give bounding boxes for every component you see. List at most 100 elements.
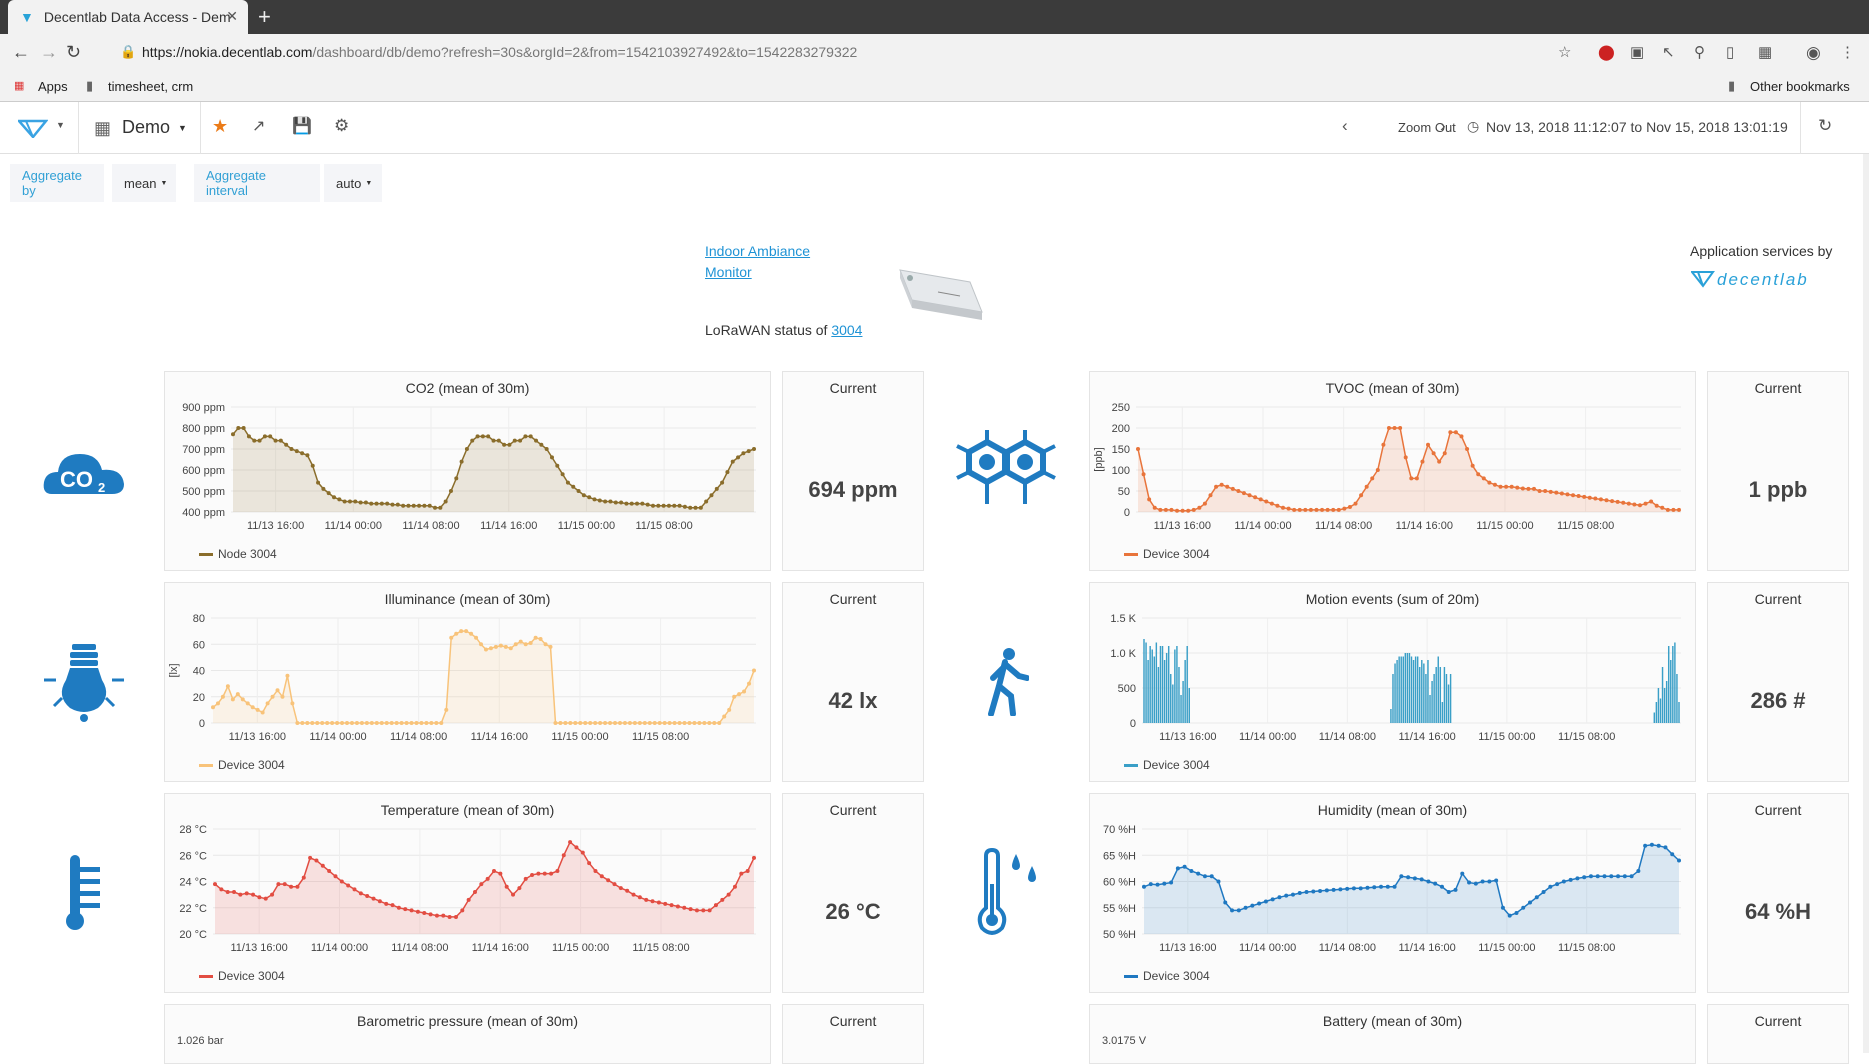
y-tick-label: 20 °C [179, 929, 207, 941]
motion-chart[interactable]: 1.5 K 1.0 K 500 0 11/13 16:00 11/14 00:00 11/1… [1090, 583, 1695, 781]
data-point [385, 721, 389, 725]
bar [1448, 685, 1449, 724]
save-icon[interactable]: 💾 [292, 116, 312, 136]
data-point [332, 495, 336, 499]
x-tick-label: 11/14 08:00 [1319, 942, 1376, 954]
tvoc-chart[interactable]: 250 200 150 100 50 0 [ppb] 11/13 16:00 11/14 00:… [1090, 372, 1695, 570]
dashboard-title[interactable]: Demo [122, 117, 170, 138]
adblock-icon[interactable]: ⬤ [1598, 43, 1615, 61]
data-point [300, 451, 304, 455]
bar [1429, 695, 1430, 723]
data-point [1655, 504, 1659, 508]
monitor-link-line2[interactable]: Monitor [705, 264, 752, 280]
co2-chart[interactable]: 900 ppm 800 ppm 700 ppm 600 ppm 500 ppm 400 p… [165, 372, 770, 570]
temperature-chart[interactable]: 28 °C 26 °C 24 °C 22 °C 20 °C 11/13 16:00 11/1… [165, 794, 770, 992]
bar [1678, 702, 1679, 723]
back-arrow-icon[interactable]: ← [12, 42, 30, 63]
data-point [343, 500, 347, 504]
data-point [1627, 502, 1631, 506]
brand-wordmark: decentlab [1717, 270, 1809, 290]
browser-tab[interactable]: ▼ Decentlab Data Access - Dem ✕ [8, 0, 248, 34]
url-field[interactable]: https://nokia.decentlab.com/dashboard/db… [142, 44, 857, 60]
data-point [511, 893, 515, 897]
data-point [276, 688, 280, 692]
refresh-icon[interactable]: ↻ [1818, 116, 1832, 136]
bookmark-other[interactable]: Other bookmarks [1750, 79, 1850, 94]
data-point [509, 646, 513, 650]
zoom-icon[interactable]: ⚲ [1694, 43, 1705, 61]
data-point [1528, 901, 1532, 905]
time-range-picker[interactable]: Nov 13, 2018 11:12:07 to Nov 15, 2018 13… [1486, 119, 1788, 135]
chevron-left-icon[interactable]: ‹ [1342, 116, 1348, 136]
data-point [499, 644, 503, 648]
x-tick-label: 11/13 16:00 [1159, 731, 1216, 743]
decentlab-logo-icon[interactable] [18, 118, 48, 138]
camera-icon[interactable]: ▣ [1630, 43, 1644, 61]
data-point [1413, 876, 1417, 880]
data-point [625, 889, 629, 893]
settings-gear-icon[interactable]: ⚙ [334, 116, 349, 136]
legend-item[interactable]: Device 3004 [199, 758, 285, 772]
address-toolbar: ← → ↻ 🔒 https://nokia.decentlab.com/dash… [0, 34, 1869, 72]
aggregate-by-select[interactable]: mean ▼ [112, 164, 176, 202]
page-scrollbar[interactable] [1863, 154, 1869, 1053]
y-tick-label: 250 [1112, 402, 1130, 414]
reload-icon[interactable]: ↻ [66, 42, 81, 63]
legend-item[interactable]: Device 3004 [199, 969, 285, 983]
legend-item[interactable]: Device 3004 [1124, 758, 1210, 772]
account-icon[interactable]: ◉ [1806, 43, 1821, 63]
data-point [689, 907, 693, 911]
data-point [536, 872, 540, 876]
data-point [692, 721, 696, 725]
bookmark-apps[interactable]: Apps [38, 79, 68, 94]
data-point [1571, 493, 1575, 497]
aggregate-interval-select[interactable]: auto ▼ [324, 164, 382, 202]
legend-item[interactable]: Device 3004 [1124, 969, 1210, 983]
caret-down-icon[interactable]: ▼ [56, 120, 65, 130]
y-tick: 3.0175 V [1102, 1035, 1146, 1047]
data-point [403, 907, 407, 911]
x-tick-label: 11/15 00:00 [558, 520, 615, 532]
data-point [261, 711, 265, 715]
x-tick-label: 11/15 00:00 [552, 942, 609, 954]
dashboard-caret-icon[interactable]: ▼ [178, 123, 187, 133]
legend-item[interactable]: Device 3004 [1124, 547, 1210, 561]
data-point [266, 701, 270, 705]
current-label: Current [1708, 591, 1848, 607]
data-point [321, 487, 325, 491]
device-link[interactable]: 3004 [831, 322, 862, 338]
bookmark-star-icon[interactable]: ☆ [1558, 43, 1571, 61]
extension-icon[interactable]: ▯ [1726, 43, 1734, 61]
legend-item[interactable]: Node 3004 [199, 547, 277, 561]
chevron-right-icon[interactable]: › [1440, 116, 1446, 136]
data-point [221, 695, 225, 699]
zoom-out-button[interactable]: Zoom Out [1398, 120, 1456, 135]
close-tab-icon[interactable]: ✕ [226, 8, 238, 25]
monitor-link-line1[interactable]: Indoor Ambiance [705, 243, 810, 259]
star-icon[interactable]: ★ [212, 116, 228, 137]
data-point [1554, 491, 1558, 495]
data-point [1599, 497, 1603, 501]
data-point [1621, 501, 1625, 505]
humidity-chart[interactable]: 70 %H 65 %H 60 %H 55 %H 50 %H 11/13 16:00 11/1… [1090, 794, 1695, 992]
bookmark-folder[interactable]: timesheet, crm [108, 79, 193, 94]
data-point [375, 721, 379, 725]
data-point [507, 443, 511, 447]
share-icon[interactable]: ↗ [252, 116, 265, 136]
extension2-icon[interactable]: ▦ [1758, 43, 1772, 61]
cursor-icon[interactable]: ↖ [1662, 43, 1675, 61]
data-point [1420, 877, 1424, 881]
forward-arrow-icon[interactable]: → [40, 42, 58, 63]
menu-dots-icon[interactable]: ⋮ [1840, 43, 1855, 61]
data-point [1291, 893, 1295, 897]
data-point [1196, 872, 1200, 876]
y-tick-label: 400 ppm [182, 507, 225, 519]
new-tab-button[interactable]: + [258, 4, 271, 30]
bar [1156, 643, 1157, 724]
illuminance-chart[interactable]: 80 60 40 20 0 [lx] 11/13 16:00 11/14 00:00 11/14… [165, 583, 770, 781]
data-point [1393, 885, 1397, 889]
data-point [384, 902, 388, 906]
bar [1407, 653, 1408, 723]
data-point [741, 451, 745, 455]
battery-panel: Battery (mean of 30m) 3.0175 V [1089, 1004, 1696, 1064]
